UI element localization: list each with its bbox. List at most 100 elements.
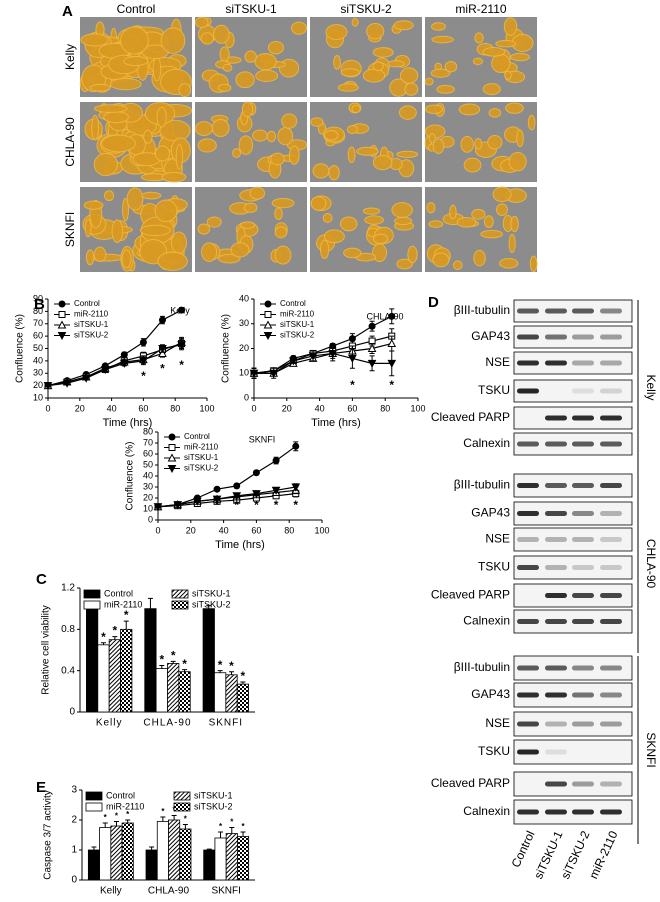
blot-frame: [513, 325, 633, 349]
cell-cluster: [274, 226, 288, 239]
blot-frame: [513, 527, 633, 552]
bar: [237, 836, 250, 881]
cell-cluster: [103, 190, 115, 202]
point: [62, 379, 72, 388]
bar: [225, 674, 238, 713]
cell-cluster: [425, 104, 443, 115]
legend-label: miR-2110: [184, 443, 219, 452]
significance-mark: *: [171, 649, 176, 663]
cell-cluster: [120, 26, 149, 55]
cell-cluster: [93, 152, 119, 177]
group-label: SKNFI: [644, 732, 658, 767]
protein-label: βIII-tubulin: [454, 478, 510, 492]
blot-band: [545, 721, 567, 727]
cell-cluster: [103, 111, 129, 124]
point: [292, 442, 300, 450]
annotation: *: [274, 498, 279, 512]
x-tick-label: 80: [380, 403, 390, 413]
legend-swatch: [171, 600, 189, 610]
bar: [214, 672, 227, 713]
cell-cluster: [471, 208, 486, 220]
point: [193, 497, 202, 506]
y-tick-label: 60: [33, 331, 43, 341]
point: [348, 354, 357, 363]
error-bar: [123, 620, 129, 630]
cell-cluster: [252, 129, 268, 142]
cell-cluster: [197, 223, 211, 235]
legend-label: Control: [184, 432, 210, 441]
blot-frame: [513, 351, 633, 375]
error-bar: [100, 642, 106, 645]
cell-cluster: [362, 207, 381, 215]
micrograph: [195, 186, 307, 272]
cell-cluster: [235, 71, 255, 89]
x-tick-label: 40: [219, 525, 229, 535]
point: [252, 490, 261, 499]
cell-cluster: [510, 215, 519, 233]
significance-mark: *: [104, 813, 108, 822]
cell-cluster: [482, 83, 501, 96]
significance-mark: *: [219, 822, 223, 831]
bar: [225, 833, 238, 881]
protein-label: Cleaved PARP: [431, 410, 510, 424]
legend-swatch: [173, 802, 191, 812]
point: [173, 501, 183, 510]
blot-band: [517, 665, 539, 671]
cell-cluster: [480, 229, 503, 239]
blot-band: [572, 781, 594, 787]
significance-mark: *: [161, 807, 165, 816]
y-tick-label: 50: [143, 459, 153, 469]
error-bar: [229, 671, 235, 675]
cell-cluster: [243, 202, 258, 213]
y-tick-label: 0.4: [61, 665, 75, 676]
chart-subtitle: CHLA-90: [366, 311, 403, 321]
significance-mark: *: [113, 624, 118, 638]
cell-cluster: [372, 61, 384, 72]
blot-band: [572, 721, 594, 727]
x-tick-label: CHLA-90: [148, 886, 190, 897]
legend-label: miR-2110: [106, 801, 144, 811]
lane-label: Control: [509, 829, 538, 870]
error-bar: [206, 605, 212, 609]
blot-band: [545, 415, 567, 421]
point: [158, 345, 167, 354]
cell-cluster: [121, 249, 132, 269]
point: [232, 492, 242, 501]
annotation: *: [160, 362, 165, 376]
blot-band: [600, 441, 622, 447]
annotation: *: [350, 378, 355, 392]
x-tick-label: 80: [170, 403, 180, 413]
point: [269, 369, 279, 378]
significance-mark: *: [115, 812, 119, 821]
cell-cluster: [89, 83, 111, 92]
cell-cluster: [325, 24, 348, 41]
cell-cluster: [474, 32, 484, 44]
legend-label: siTSKU-1: [192, 588, 231, 598]
blot-band: [600, 809, 622, 815]
annotation: *: [254, 498, 259, 512]
cell-cluster: [197, 138, 217, 153]
point: [387, 359, 397, 368]
protein-label: Calnexin: [463, 436, 510, 450]
error-bar: [217, 670, 223, 673]
blot-band: [545, 537, 567, 542]
cell-cluster: [267, 40, 284, 55]
point: [139, 357, 148, 366]
blot-band: [600, 388, 622, 394]
annotation: *: [215, 498, 220, 512]
legend-marker: [167, 465, 177, 474]
blot-band: [572, 441, 594, 447]
blot-band: [600, 665, 622, 671]
error-bar: [240, 681, 246, 685]
significance-mark: *: [218, 658, 223, 672]
legend-label: siTSKU-2: [280, 331, 315, 340]
cell-cluster: [249, 186, 266, 200]
blot-band: [572, 619, 594, 624]
blot-band: [517, 360, 539, 366]
y-tick-label: 0.8: [61, 624, 75, 635]
cell-cluster: [111, 219, 124, 243]
blot-frame: [513, 555, 633, 580]
bar: [145, 849, 158, 881]
x-tick-label: 40: [107, 403, 117, 413]
significance-mark: *: [159, 653, 164, 667]
